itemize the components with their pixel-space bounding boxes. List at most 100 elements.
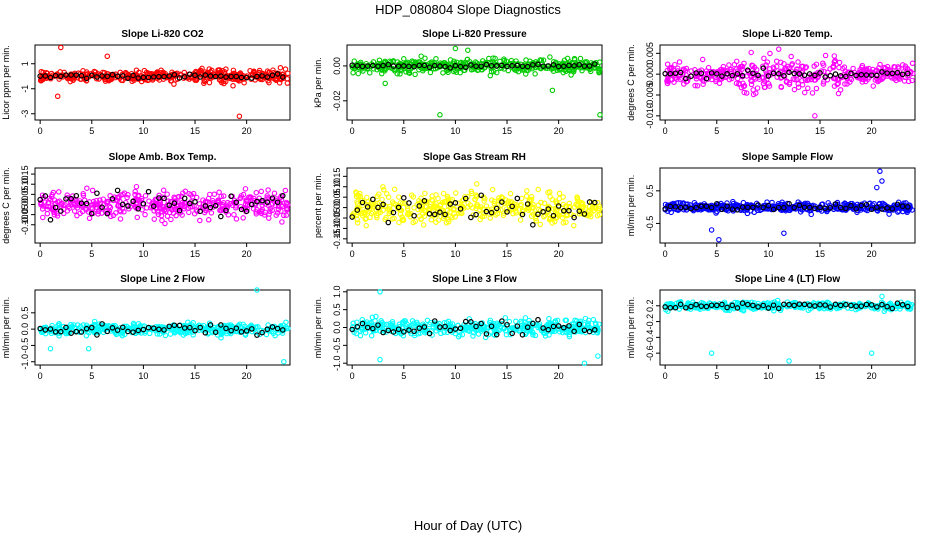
data-point [487,72,494,79]
mean-point [119,73,126,79]
data-point [207,191,213,198]
data-point [550,59,557,65]
data-point [470,62,477,68]
x-tick-label: 20 [554,249,564,259]
outlier-point [437,112,443,118]
data-point [537,57,544,63]
y-tick-label: -0.15 [332,229,342,250]
data-point [211,191,218,197]
data-point [275,206,282,213]
data-point [787,207,793,213]
y-axis-label: percent per min. [313,173,323,238]
data-point [474,181,480,187]
mean-point [750,70,756,77]
x-tick-label: 15 [815,126,825,136]
mean-point [370,62,376,69]
data-point [477,216,483,223]
y-axis-label: ml/min per min. [313,297,323,359]
mean-point [212,73,219,80]
mean-point [801,204,808,211]
mean-point [161,73,167,80]
mean-point [94,190,100,197]
mean-point [843,73,849,80]
x-tick-label: 10 [450,126,460,136]
mean-point [504,209,510,215]
mean-point [385,219,392,226]
mean-point [576,208,583,214]
data-point [266,215,272,221]
data-point [588,213,594,220]
data-point [79,208,86,215]
data-point [596,59,603,65]
mean-point [243,208,250,214]
mean-point [874,204,880,211]
panel-title: Slope Li-820 Pressure [422,29,527,40]
mean-point [202,72,209,78]
data-point [155,211,162,218]
data-point [596,69,602,75]
y-tick-label: -0.10 [20,214,30,235]
data-point [248,195,254,201]
data-point [219,203,226,210]
data-point [494,69,500,76]
data-point [401,56,407,62]
data-point [251,195,257,202]
data-point [264,193,270,199]
mean-point [238,74,245,81]
mean-point [863,201,870,208]
panel-title: Slope Line 2 Flow [120,274,205,285]
mean-point [73,192,80,199]
mean-point [899,203,906,210]
mean-point [228,73,234,80]
mean-point [724,203,730,209]
data-point [353,189,359,195]
mean-point [395,63,402,69]
data-point [498,65,505,71]
data-point [577,55,584,62]
mean-point [519,211,526,218]
mean-point [524,63,531,70]
outlier-point [236,113,243,120]
x-tick-label: 5 [714,371,719,381]
mean-point [770,206,777,213]
data-point [734,68,741,74]
mean-point [380,62,386,69]
data-point [820,60,826,66]
mean-point [545,206,552,212]
mean-point [37,196,43,203]
mean-point [264,74,271,80]
data-point [408,192,415,198]
outlier-point [877,168,883,175]
data-point [819,201,826,207]
mean-point [514,195,521,202]
data-point [39,192,46,198]
data-point [676,59,683,65]
data-point [714,208,720,215]
data-point [95,208,102,215]
data-point [805,85,811,92]
mean-point [416,62,423,69]
mean-point [119,201,126,208]
mean-point [99,204,105,211]
data-point [761,55,767,62]
data-point [672,61,678,68]
y-tick-label: -0.010 [645,103,655,129]
mean-point [269,72,276,79]
data-point [80,71,86,78]
data-point [677,76,684,83]
data-point [566,200,573,207]
mean-point [591,199,598,206]
data-point [748,81,755,88]
outlier-point [775,46,782,52]
data-point [108,213,114,220]
mean-point [535,61,541,68]
data-point [545,189,551,196]
data-point [397,71,403,77]
outlier-point [708,350,715,356]
data-point [354,216,360,223]
data-point [237,195,243,202]
data-point [498,202,505,208]
data-point [587,66,593,73]
mean-point [561,207,567,214]
data-point [837,87,844,93]
